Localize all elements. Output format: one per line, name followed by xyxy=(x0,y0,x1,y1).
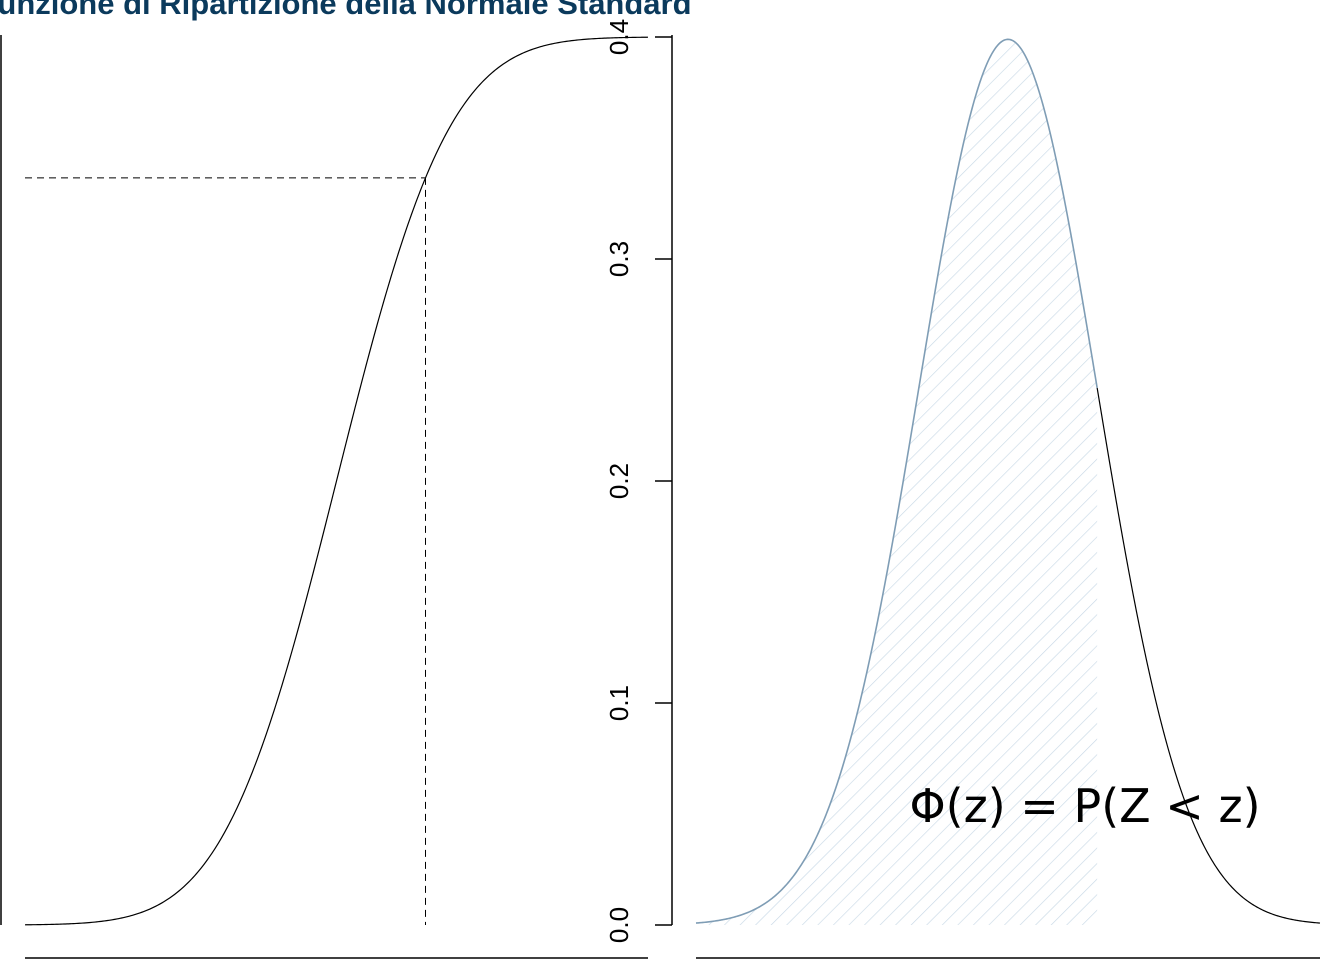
y-tick-label: 0.4 xyxy=(604,19,634,55)
phi-formula-label: Φ(z) = P(Z < z) xyxy=(909,779,1260,833)
pdf-shaded-area xyxy=(696,39,1098,926)
pdf-y-ticks: 0.0 0.1 0.2 0.3 0.4 xyxy=(604,19,672,943)
pdf-panel: 0.0 0.1 0.2 0.3 0.4 Φ(z) = P(Z < z) xyxy=(604,19,1321,959)
y-tick-label: 0.0 xyxy=(604,907,634,943)
y-tick-label: 0.1 xyxy=(604,685,634,721)
cdf-panel xyxy=(0,35,649,959)
y-tick-label: 0.3 xyxy=(604,241,634,277)
y-tick-label: 0.2 xyxy=(604,463,634,499)
cdf-curve xyxy=(24,36,649,926)
chart-title: Funzione di Ripartizione della Normale S… xyxy=(0,0,692,21)
pdf-curve-tail xyxy=(1096,387,1321,924)
pdf-curve-shaded-edge xyxy=(695,38,1098,924)
